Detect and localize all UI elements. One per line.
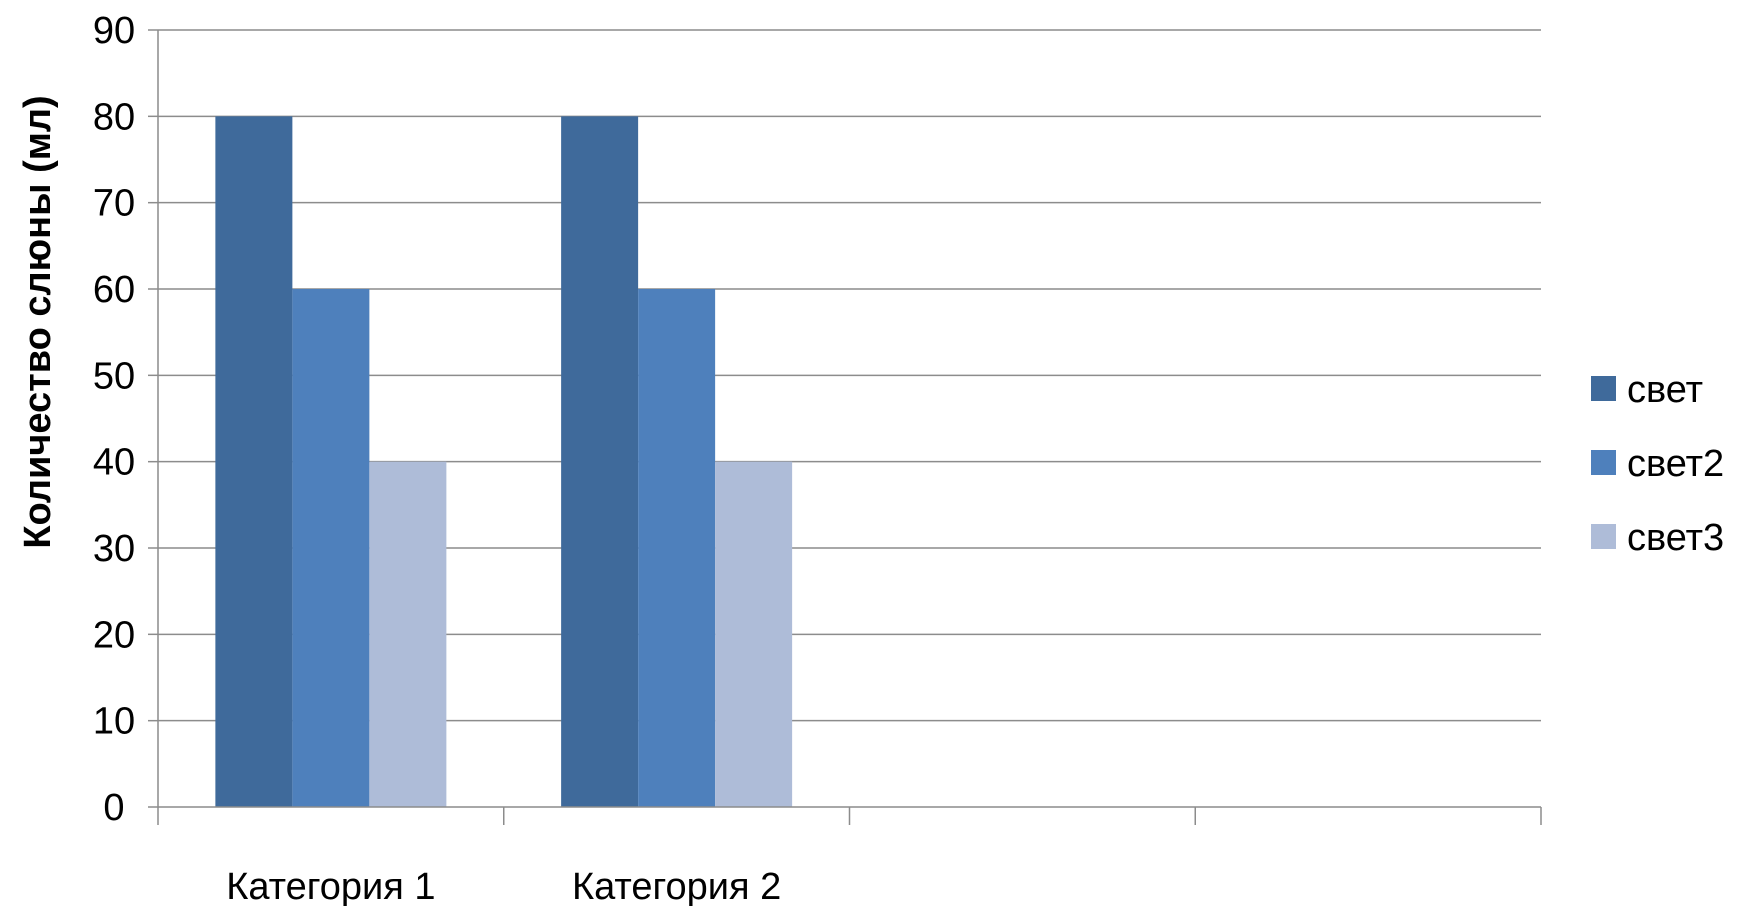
bars [215,116,793,808]
y-tick-label: 80 [93,96,135,138]
bar [638,289,716,807]
y-axis-title: Количество слюны (мл) [17,95,59,548]
legend: свет свет2 свет3 [1591,369,1724,559]
legend-label: свет [1627,369,1703,411]
bar [715,461,793,807]
y-tick-label: 70 [93,183,135,225]
x-category-label: Категория 1 [226,866,435,906]
x-category-label: Категория 2 [572,866,781,906]
legend-swatch [1591,524,1616,549]
y-tick-label: 90 [93,10,135,52]
bar [369,461,447,807]
axes [148,29,1542,825]
y-tick-label: 60 [93,269,135,311]
y-tick-label: 0 [103,787,124,829]
legend-swatch [1591,450,1616,475]
y-tick-label: 50 [93,355,135,397]
bar [292,289,370,807]
y-tick-label: 20 [93,614,135,656]
y-tick-label: 30 [93,528,135,570]
tick-labels: 0 10 20 30 40 50 60 70 80 90 Категория 1 Категория … [93,10,781,906]
bar [215,116,293,808]
y-tick-label: 10 [93,701,135,743]
legend-swatch [1591,376,1616,401]
legend-label: свет3 [1627,517,1724,559]
legend-label: свет2 [1627,443,1724,485]
y-tick-label: 40 [93,442,135,484]
bar [561,116,639,808]
